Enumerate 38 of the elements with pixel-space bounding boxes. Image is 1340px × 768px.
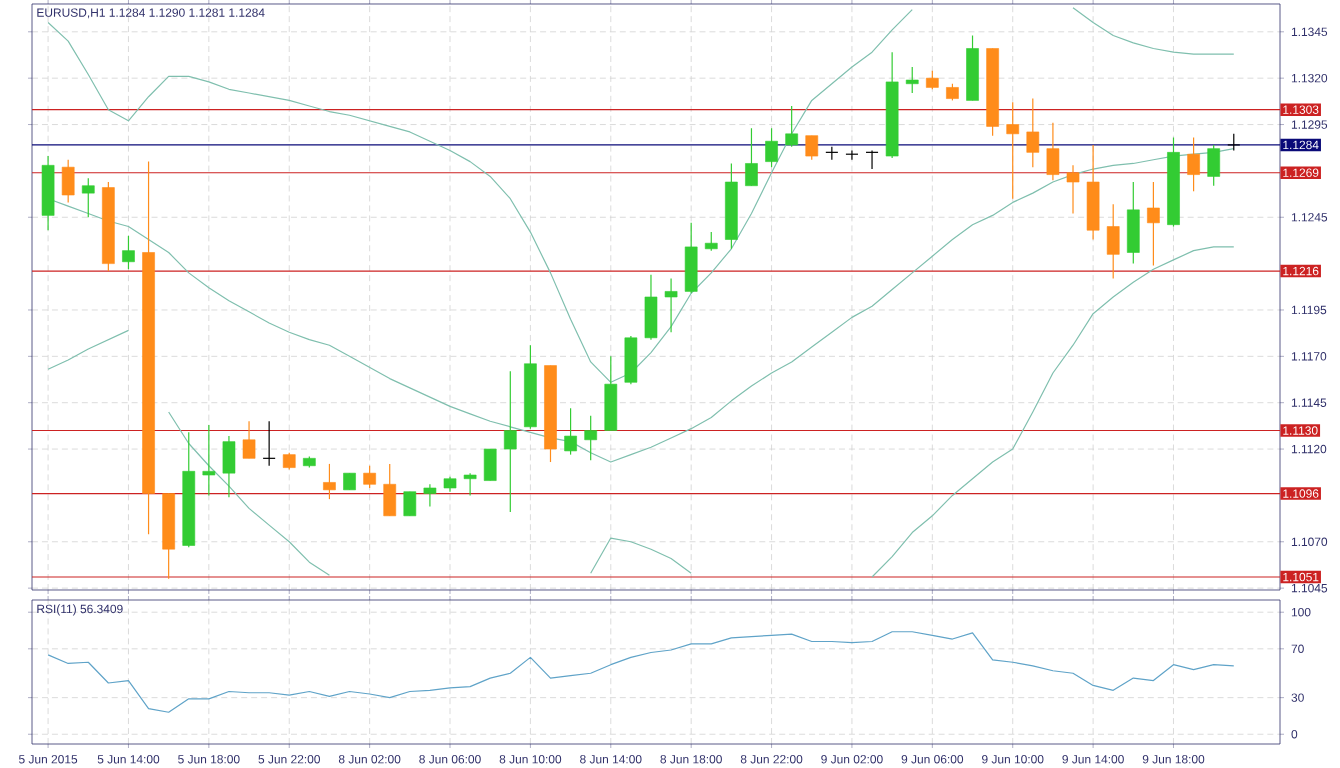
candlestick [785, 105, 798, 148]
candlestick [363, 465, 376, 489]
candlestick [604, 355, 618, 432]
candlestick [423, 483, 437, 508]
candlestick [1147, 181, 1160, 267]
candlestick [403, 491, 417, 517]
candlestick [684, 222, 698, 294]
candlestick [61, 159, 75, 204]
candlestick [463, 472, 477, 497]
candlestick [1187, 136, 1200, 192]
candlestick [222, 435, 236, 498]
line-series [47, 631, 1235, 713]
candlestick [242, 420, 256, 459]
candlestick [1207, 144, 1221, 187]
candlestick [644, 274, 658, 341]
candlestick [383, 463, 397, 517]
candlestick [805, 135, 819, 161]
candlestick [905, 66, 919, 94]
candlestick [202, 424, 216, 497]
candlestick [564, 407, 577, 456]
candlestick [584, 415, 598, 461]
candlestick [503, 370, 517, 513]
candlestick [745, 127, 758, 187]
candlestick [81, 177, 95, 218]
candlestick [664, 277, 678, 333]
candlestick [483, 448, 497, 482]
candlestick [1126, 181, 1140, 265]
candlestick [765, 127, 778, 168]
candlestick [926, 70, 939, 90]
candlestick [624, 335, 638, 385]
candlestick [122, 235, 135, 270]
candlestick [704, 231, 718, 252]
candlestick [1046, 122, 1060, 181]
candlestick [1066, 164, 1080, 215]
candlestick [1106, 203, 1120, 280]
candlestick [323, 463, 336, 500]
candlestick [1006, 101, 1020, 200]
candlestick [1026, 97, 1040, 168]
